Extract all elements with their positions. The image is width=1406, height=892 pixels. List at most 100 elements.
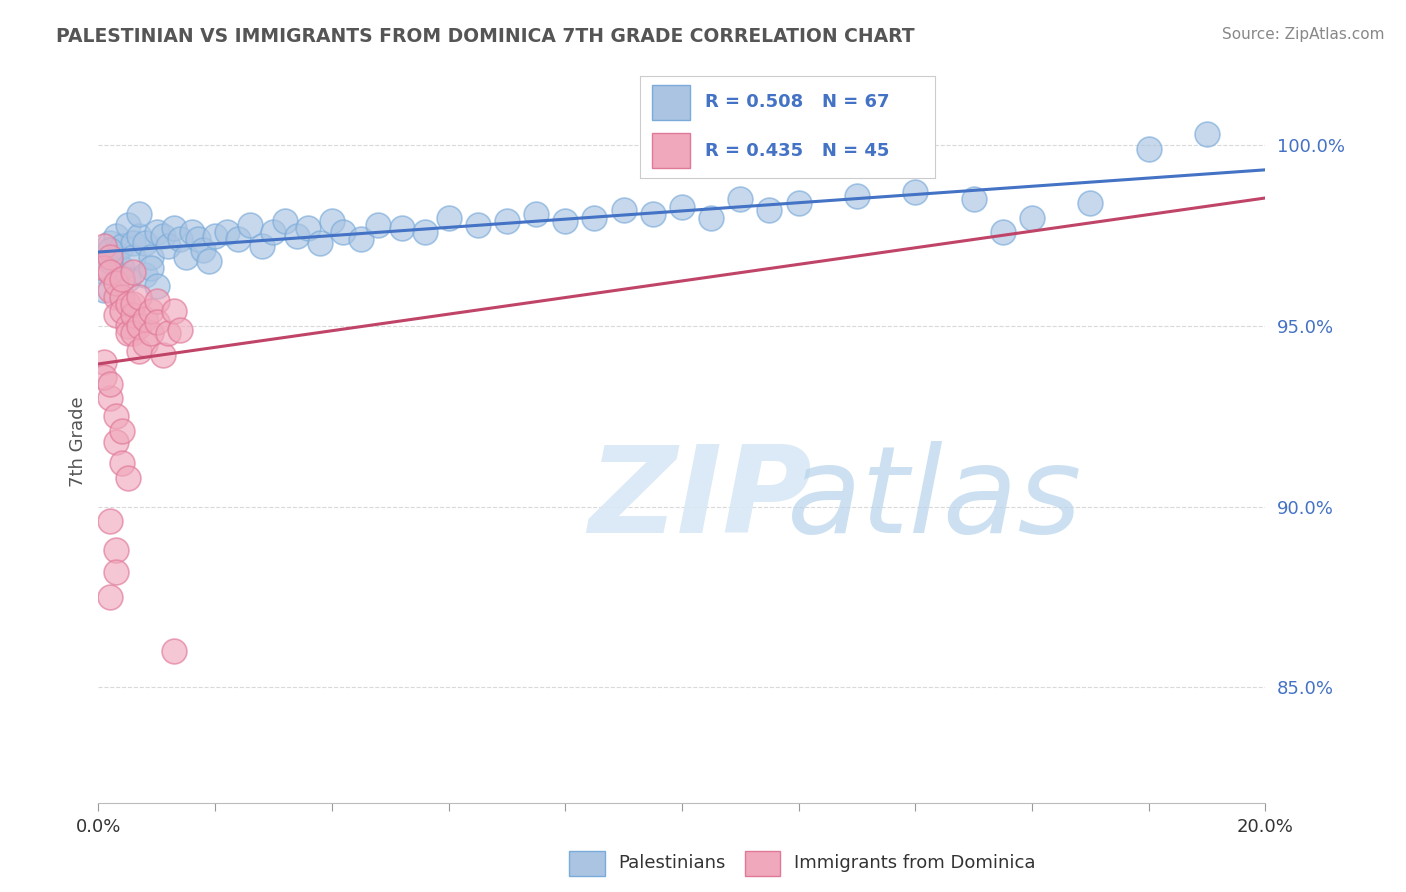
Point — [250, 239, 273, 253]
Point — [139, 326, 162, 341]
Point — [139, 250, 162, 264]
Text: ZIP: ZIP — [589, 441, 813, 558]
Point — [93, 265, 115, 279]
Point — [198, 254, 221, 268]
Point — [111, 239, 134, 253]
Point — [117, 218, 139, 232]
Point — [1080, 196, 1102, 211]
Point — [169, 232, 191, 246]
Point — [262, 225, 284, 239]
Point — [1021, 211, 1043, 225]
Point — [98, 391, 121, 405]
Point — [146, 225, 169, 239]
Point — [128, 290, 150, 304]
Point — [157, 326, 180, 341]
Point — [104, 228, 127, 243]
Point — [274, 214, 297, 228]
Point — [437, 211, 460, 225]
Point — [122, 297, 145, 311]
Point — [163, 304, 186, 318]
Point — [163, 221, 186, 235]
Point — [104, 250, 127, 264]
Point — [104, 308, 127, 322]
Point — [98, 250, 121, 264]
Point — [117, 297, 139, 311]
Point — [180, 225, 202, 239]
Point — [641, 207, 664, 221]
FancyBboxPatch shape — [651, 133, 690, 168]
Point — [104, 434, 127, 449]
Point — [391, 221, 413, 235]
Point — [128, 207, 150, 221]
Point — [122, 326, 145, 341]
Point — [350, 232, 373, 246]
Point — [730, 193, 752, 207]
Text: atlas: atlas — [787, 441, 1083, 558]
Point — [93, 261, 115, 276]
Point — [146, 279, 169, 293]
Point — [98, 265, 121, 279]
Point — [583, 211, 606, 225]
Point — [228, 232, 250, 246]
Point — [1137, 142, 1160, 156]
Point — [98, 283, 121, 297]
Point — [612, 203, 634, 218]
Point — [111, 304, 134, 318]
Point — [104, 276, 127, 290]
Point — [413, 225, 436, 239]
Point — [111, 424, 134, 438]
Point — [134, 235, 156, 250]
Point — [1195, 128, 1218, 142]
Point — [787, 196, 810, 211]
Point — [98, 243, 121, 257]
Point — [93, 239, 115, 253]
Point — [904, 186, 927, 200]
Point — [758, 203, 780, 218]
Point — [367, 218, 389, 232]
Point — [193, 243, 215, 257]
Point — [496, 214, 519, 228]
Point — [146, 293, 169, 308]
Point — [187, 232, 209, 246]
Point — [111, 272, 134, 286]
Point — [321, 214, 343, 228]
Point — [93, 283, 115, 297]
Point — [134, 311, 156, 326]
Point — [134, 268, 156, 283]
Point — [671, 200, 693, 214]
Point — [117, 318, 139, 333]
Point — [139, 261, 162, 276]
Y-axis label: 7th Grade: 7th Grade — [69, 396, 87, 487]
Point — [962, 193, 984, 207]
Point — [117, 272, 139, 286]
Point — [215, 225, 238, 239]
Point — [169, 322, 191, 336]
Point — [111, 290, 134, 304]
Point — [98, 235, 121, 250]
Point — [122, 265, 145, 279]
Point — [111, 261, 134, 276]
Point — [128, 228, 150, 243]
Point — [467, 218, 489, 232]
Point — [846, 189, 869, 203]
Point — [93, 355, 115, 369]
Point — [285, 228, 308, 243]
Point — [152, 348, 174, 362]
Point — [152, 228, 174, 243]
Point — [122, 308, 145, 322]
Point — [239, 218, 262, 232]
Point — [98, 590, 121, 604]
Point — [128, 318, 150, 333]
Text: Palestinians: Palestinians — [619, 855, 725, 872]
Point — [174, 250, 197, 264]
Text: R = 0.508   N = 67: R = 0.508 N = 67 — [704, 94, 889, 112]
Point — [122, 250, 145, 264]
Point — [700, 211, 723, 225]
Point — [104, 543, 127, 558]
Point — [122, 235, 145, 250]
Point — [93, 369, 115, 384]
Point — [104, 409, 127, 424]
Point — [134, 337, 156, 351]
Point — [111, 456, 134, 470]
Point — [146, 315, 169, 329]
